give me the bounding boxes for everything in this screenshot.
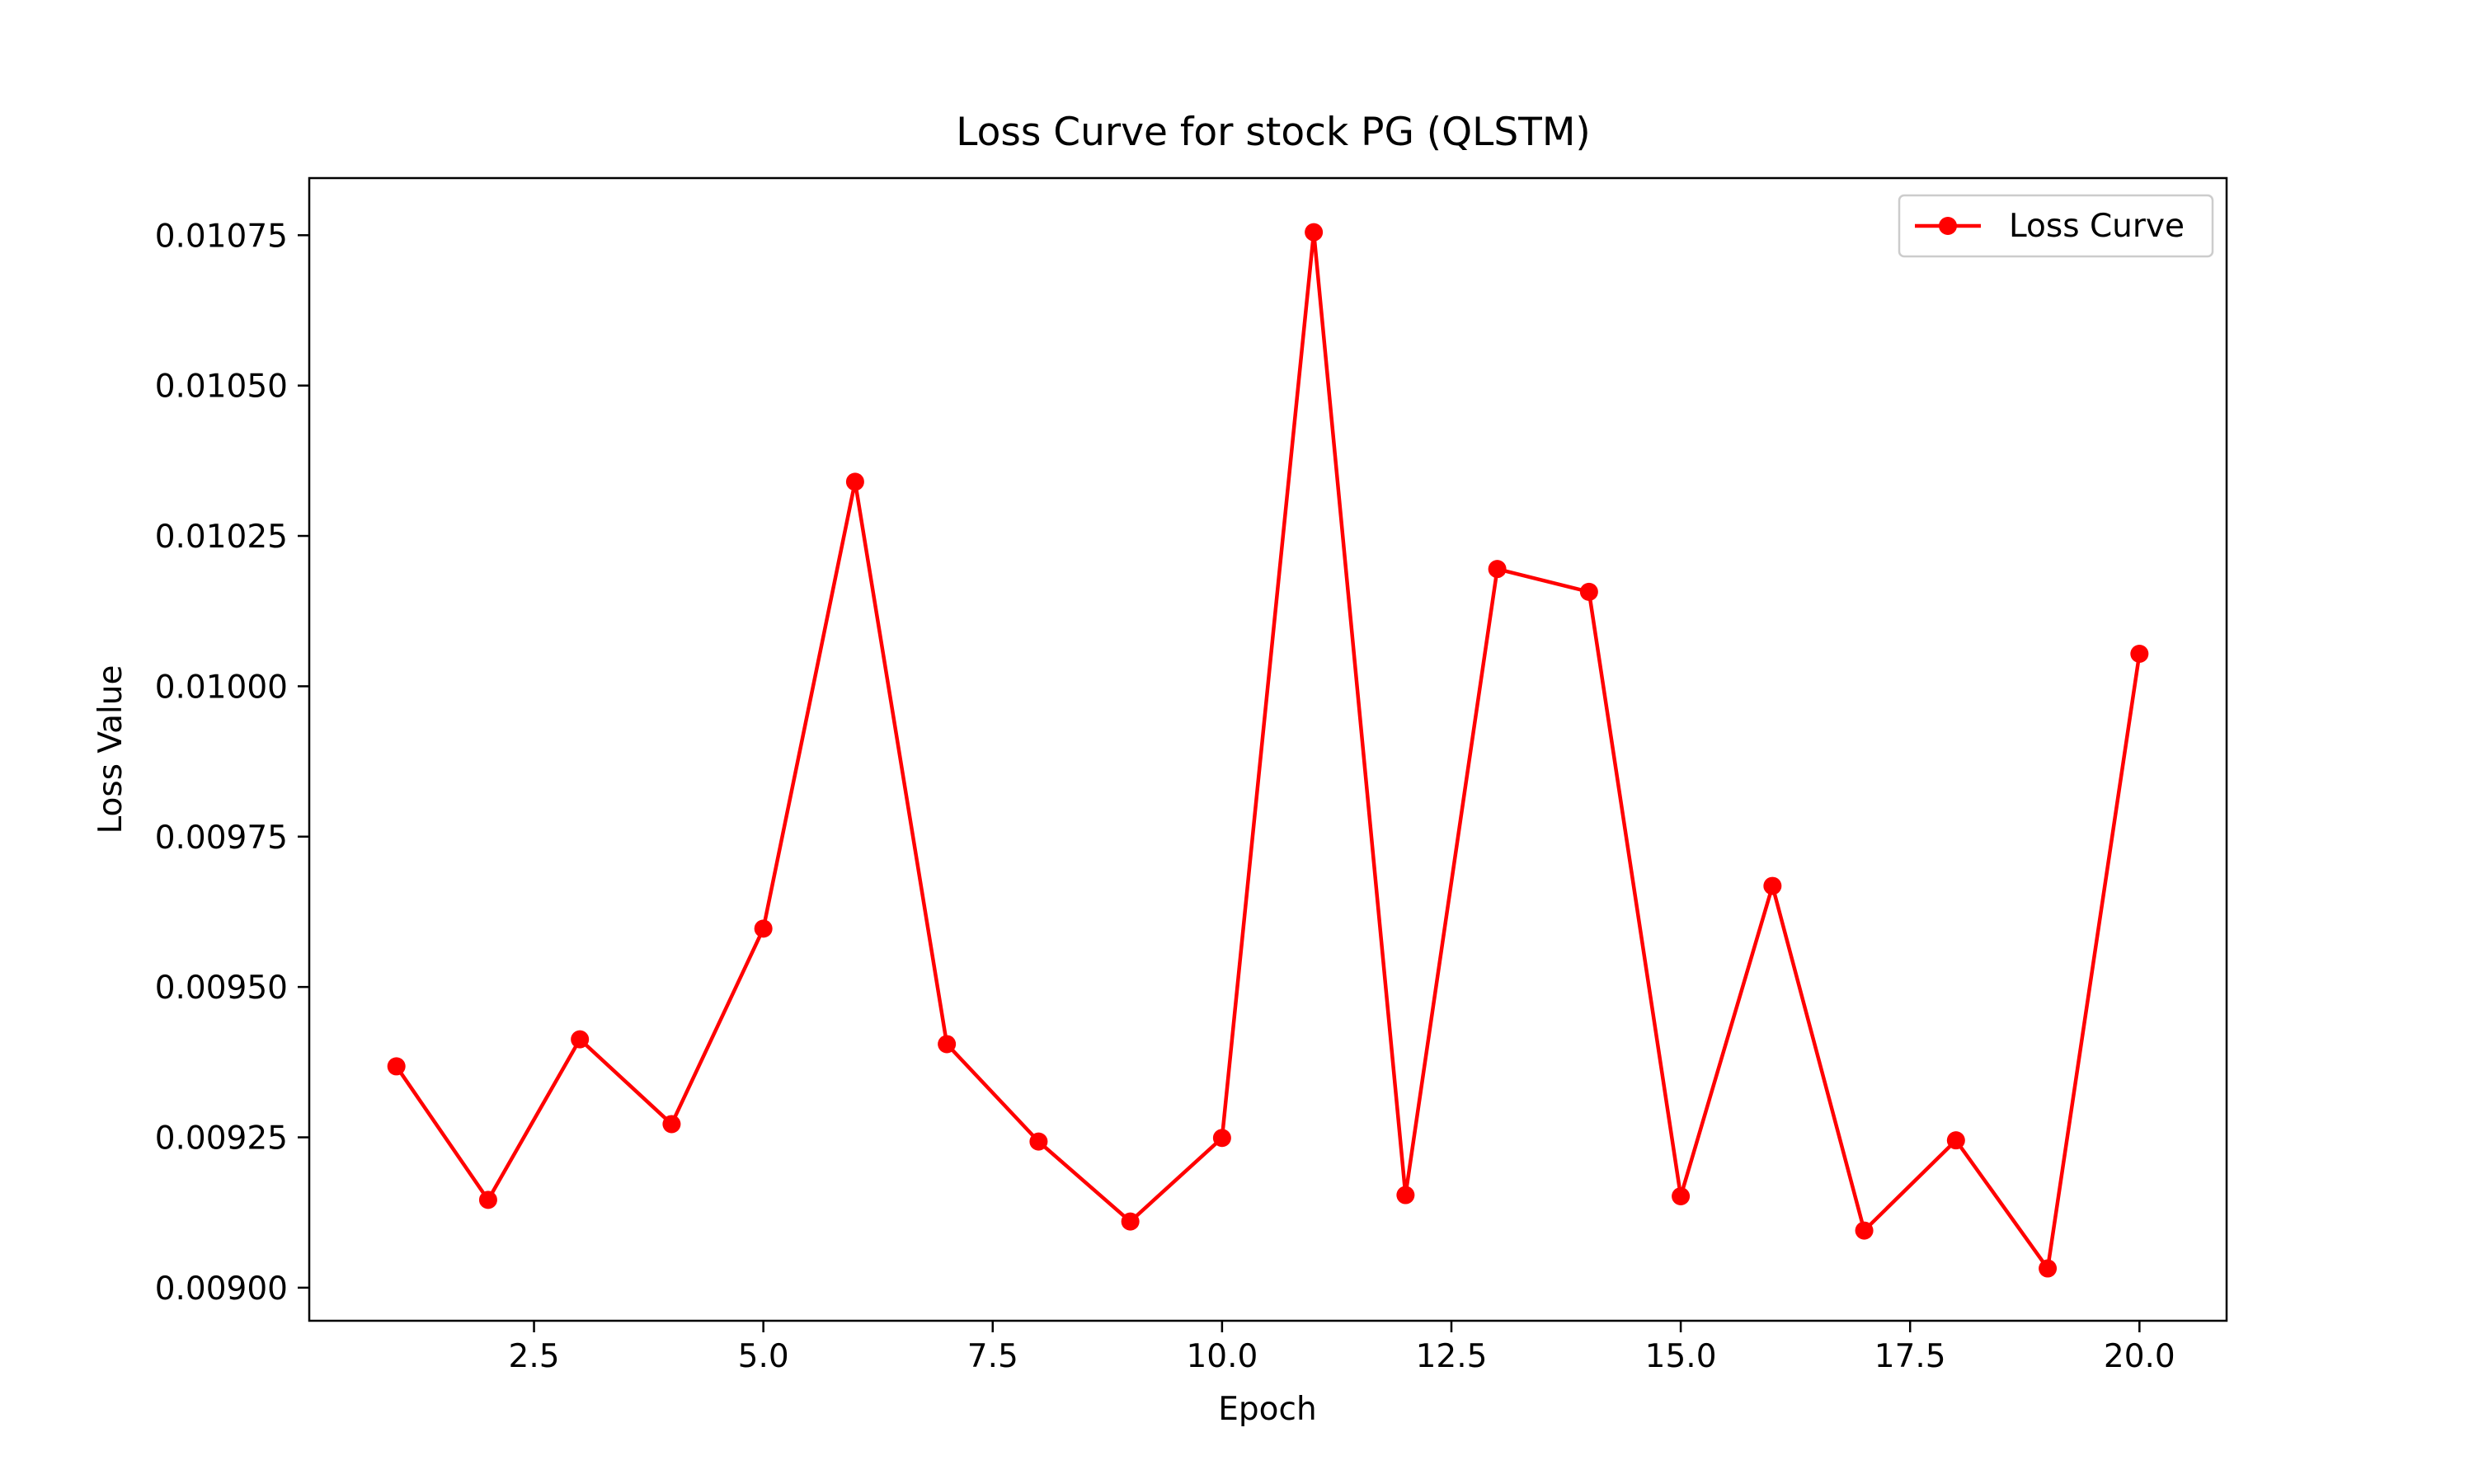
data-point [387, 1057, 406, 1076]
x-tick-label: 17.5 [1874, 1338, 1946, 1375]
data-point [2130, 645, 2149, 664]
data-point [1488, 560, 1507, 579]
x-axis-title: Epoch [1218, 1391, 1316, 1428]
y-tick-label: 0.00900 [155, 1270, 288, 1308]
y-tick-label: 0.00925 [155, 1120, 288, 1158]
y-axis-title: Loss Value [92, 665, 129, 834]
data-point [662, 1115, 681, 1134]
plot-area [308, 176, 2228, 1322]
chart-title: Loss Curve for stock PG (QLSTM) [956, 110, 1591, 155]
data-point [1763, 876, 1782, 895]
data-point [938, 1035, 957, 1054]
data-point [1855, 1221, 1874, 1240]
y-axis: 0.00900 0.00925 0.00950 0.00975 0.01000 0.010… [155, 218, 309, 1308]
data-point [1029, 1132, 1048, 1151]
y-tick-label: 0.01025 [155, 519, 288, 556]
data-point [2039, 1259, 2058, 1278]
y-tick-label: 0.00975 [155, 819, 288, 857]
series-layer [387, 223, 2149, 1278]
legend-series-marker [1939, 217, 1957, 235]
data-point [1396, 1186, 1415, 1205]
x-tick-label: 10.0 [1186, 1338, 1258, 1375]
data-point [845, 472, 864, 491]
data-point [1121, 1212, 1140, 1231]
x-tick-label: 20.0 [2104, 1338, 2175, 1375]
x-tick-label: 7.5 [967, 1338, 1018, 1375]
x-tick-label: 5.0 [738, 1338, 789, 1375]
x-axis: 2.5 5.0 7.5 10.0 12.5 15.0 17.5 20.0 [509, 1321, 2175, 1375]
y-tick-label: 0.01075 [155, 218, 288, 255]
legend: Loss Curve [1898, 194, 2214, 258]
x-tick-label: 15.0 [1645, 1338, 1717, 1375]
series-line [394, 230, 2142, 1270]
x-tick-label: 12.5 [1416, 1338, 1488, 1375]
y-tick-label: 0.00950 [155, 970, 288, 1007]
data-point [478, 1190, 497, 1209]
y-tick-label: 0.01000 [155, 669, 288, 706]
legend-series-label: Loss Curve [2009, 208, 2185, 245]
data-point [1305, 223, 1324, 242]
plot-frame [308, 176, 2228, 1322]
data-point [1672, 1186, 1691, 1205]
data-point [1212, 1129, 1231, 1148]
data-point [754, 919, 773, 938]
data-point [1579, 582, 1598, 601]
legend-frame [1898, 194, 2214, 258]
y-tick-label: 0.01050 [155, 369, 288, 406]
x-tick-label: 2.5 [509, 1338, 560, 1375]
data-point [571, 1030, 590, 1049]
data-point [1946, 1131, 1965, 1150]
plot-background [309, 178, 2227, 1321]
